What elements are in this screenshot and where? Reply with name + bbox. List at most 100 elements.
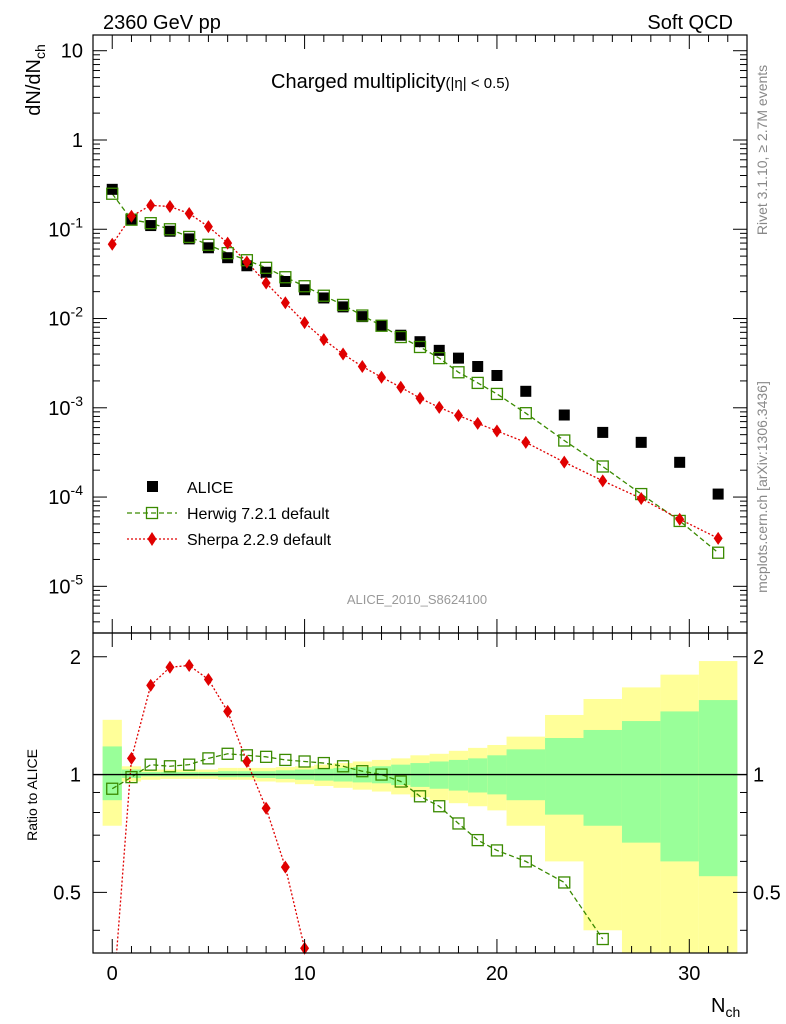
sherpa-point [184,207,194,221]
y-tick-exp: -1 [71,214,84,230]
y-axis-label: dN/dNch [23,44,48,116]
sherpa-point [107,237,117,251]
herwig-point [202,238,215,251]
herwig-point [394,330,407,344]
herwig-point [471,376,484,390]
band-inner-segment [448,759,469,791]
herwig-point [356,309,369,322]
x-tick-label: 0 [107,963,118,985]
herwig-ratio-point [202,752,215,765]
alice-point [520,385,532,397]
ratio-tick-label-right: 2 [753,647,764,669]
sherpa-ratio-point [165,660,175,674]
legend-label-sherpa: Sherpa 2.2.9 default [187,532,332,549]
alice-point [106,183,118,195]
alice-point [318,292,330,304]
y-tick-base: 10 [48,398,70,420]
sherpa-point [146,198,156,212]
herwig-ratio-point [519,855,532,868]
sherpa-point [300,316,310,330]
ratio-tick-label: 0.5 [53,882,81,904]
legend-label-herwig: Herwig 7.2.1 default [187,506,330,523]
alice-point [491,369,503,381]
herwig-ratio-point [144,758,157,771]
sherpa-ratio-point [223,704,233,718]
herwig-ratio-point [394,775,407,788]
sherpa-point [223,236,233,250]
herwig-ratio-point [279,753,292,767]
legend-label-alice: ALICE [187,480,233,497]
band-inner-segment [102,746,122,801]
x-axis-label: Nch [711,995,740,1020]
sherpa-point [357,360,367,374]
alice-point [299,284,311,296]
herwig-point [433,351,446,365]
sherpa-point [396,380,406,394]
y-axis-label-sub: ch [32,44,48,59]
sherpa-point [165,199,175,213]
x-tick-label: 10 [293,963,315,985]
ratio-axes: 0.5 0.51 12 20 10 20 30 [53,632,781,985]
ratio-series-markers [106,658,609,955]
alice-point [202,242,214,254]
herwig-ratio-point [163,760,177,773]
band-inner-segment [660,711,699,862]
band-inner-segment [121,769,142,778]
y-tick-label: 10-1 [48,214,83,241]
sherpa-point [453,408,463,422]
uncertainty-bands [102,661,738,953]
herwig-point [596,460,609,473]
sherpa-point [261,276,271,290]
sherpa-ratio-point [242,754,252,768]
herwig-ratio-point [490,844,504,857]
sherpa-point [492,424,502,438]
y-tick-label: 1 [72,130,83,152]
herwig-ratio-point [471,833,484,847]
y-axis-label-main: dN/dN [23,59,45,116]
herwig-point [452,366,465,379]
ratio-series-lines [111,664,604,953]
legend-marker-sherpa [147,532,157,546]
herwig-point [519,407,532,420]
herwig-point [163,223,177,236]
y-tick-label: 10-3 [48,393,83,420]
sherpa-point [338,347,348,361]
y-tick-label: 10-4 [48,482,83,509]
legend-marker-alice [147,481,158,492]
herwig-ratio-point [452,817,465,830]
x-axis-label-main: N [711,995,725,1017]
alice-point [183,233,195,245]
alice-point [597,426,609,438]
herwig-ratio-point [413,790,427,803]
alice-point [635,436,647,448]
y-tick-exp: -5 [71,571,84,587]
herwig-point [413,340,427,354]
herwig-ratio-point [106,782,119,795]
y-tick-base: 10 [48,487,70,509]
sherpa-point [126,209,136,223]
rivet-label: Rivet 3.1.10, ≥ 2.7M events [754,65,770,235]
alice-point [145,220,157,232]
alice-point [164,225,176,237]
y-tick-exp: -3 [71,393,84,409]
ratio-tick-label: 2 [70,647,81,669]
alice-point [712,488,724,500]
sherpa-point [713,531,723,545]
sherpa-point [521,435,531,449]
alice-point [356,311,368,323]
y-tick-base: 10 [48,219,70,241]
sherpa-point [473,416,483,430]
y-tick-base: 10 [61,41,83,63]
band-inner-segment [621,721,661,843]
herwig-ratio-point [298,755,311,768]
analysis-label: ALICE_2010_S8624100 [347,592,487,607]
legend: ALICE Herwig 7.2.1 default Sherpa 2.2.9 … [127,480,332,549]
alice-point [376,320,388,332]
sherpa-point [434,400,444,414]
category-label: Soft QCD [647,12,733,34]
herwig-ratio-point [336,760,350,773]
y-tick-label: 10-2 [48,304,83,331]
alice-point [395,329,407,341]
sherpa-ratio-point [280,860,290,874]
